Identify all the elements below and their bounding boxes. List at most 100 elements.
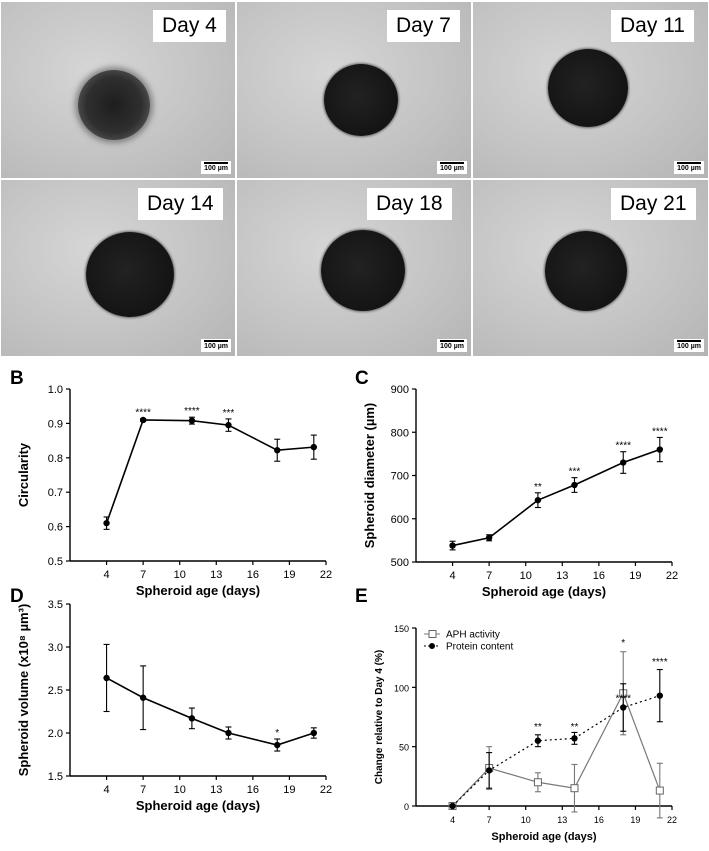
- y-tick-label: 1.5: [48, 771, 63, 783]
- x-axis-label: Spheroid age (days): [482, 584, 606, 599]
- data-point: [571, 481, 578, 489]
- chart-d: 1.5 2.0 2.5 3.0 3.5 4 7 10 13 16 19 22 Spheroid age …: [16, 599, 332, 813]
- x-tick-label: 16: [594, 815, 604, 825]
- x-tick-label: 10: [174, 569, 186, 581]
- data-point: [449, 542, 456, 549]
- y-tick-label: 100: [394, 683, 409, 693]
- data-point: [534, 737, 542, 744]
- chart-c: 500 600 700 800 900 4 7 10 13 16 19 22 Spheroid age …: [362, 384, 678, 599]
- significance-label: ****: [652, 426, 668, 437]
- y-tick-label: 0: [404, 802, 409, 812]
- data-point: [103, 674, 110, 682]
- y-tick-label: 2.5: [48, 685, 63, 697]
- significance-label: ****: [615, 694, 631, 705]
- spheroid: [86, 232, 174, 318]
- micrograph-3: Day 11 100 µm: [473, 2, 708, 178]
- series-aph-activity: [448, 651, 664, 819]
- day-label: Day 21: [611, 188, 696, 220]
- x-tick-label: 10: [521, 815, 531, 825]
- significance-label: ****: [184, 406, 200, 417]
- significance-label: ***: [569, 467, 581, 478]
- series-0: *: [103, 643, 318, 752]
- spheroid: [548, 49, 628, 127]
- data-point: [533, 778, 542, 787]
- y-tick-label: 0.9: [48, 418, 63, 430]
- y-tick-label: 700: [391, 471, 409, 483]
- y-tick-label: 0.8: [48, 453, 63, 465]
- significance-label: ****: [135, 408, 151, 419]
- data-point: [656, 446, 664, 453]
- data-point: [274, 741, 281, 749]
- scale-bar: 100 µm: [201, 339, 231, 352]
- x-tick-label: 7: [486, 570, 492, 582]
- series-line: [452, 695, 660, 807]
- micrograph-2: Day 7 100 µm: [237, 2, 471, 178]
- y-tick-label: 0.6: [48, 522, 63, 534]
- x-tick-label: 22: [667, 815, 677, 825]
- panel-letter-b: B: [10, 368, 24, 389]
- y-tick-label: 500: [391, 557, 409, 569]
- significance-label: **: [571, 722, 579, 733]
- series-line: [452, 691, 661, 807]
- data-point: [620, 459, 627, 466]
- y-axis-label: Change relative to Day 4 (%): [374, 650, 385, 784]
- y-tick-label: 600: [391, 514, 409, 526]
- spheroid: [324, 64, 398, 136]
- x-tick-label: 13: [210, 784, 222, 796]
- data-point: [449, 802, 456, 810]
- day-label: Day 4: [153, 10, 226, 42]
- x-tick-label: 7: [140, 569, 146, 581]
- micrograph-6: Day 21 100 µm: [473, 180, 708, 356]
- scale-bar: 100 µm: [437, 339, 467, 352]
- data-point: [655, 786, 664, 795]
- data-point: [656, 692, 664, 699]
- scale-bar: 100 µm: [674, 161, 704, 174]
- x-tick-label: 4: [450, 815, 455, 825]
- x-tick-label: 22: [666, 570, 678, 582]
- significance-label: **: [534, 722, 542, 733]
- data-point: [188, 715, 196, 722]
- data-point: [310, 729, 318, 737]
- scale-bar: 100 µm: [437, 161, 467, 174]
- data-point: [571, 735, 578, 742]
- significance-label: ***: [223, 408, 235, 419]
- x-tick-label: 7: [140, 784, 146, 796]
- y-tick-label: 1.0: [48, 384, 63, 396]
- x-tick-label: 19: [283, 569, 295, 581]
- data-point: [485, 767, 493, 774]
- x-tick-label: 13: [210, 569, 222, 581]
- data-point: [274, 447, 281, 454]
- x-tick-label: 13: [556, 570, 568, 582]
- x-tick-label: 16: [247, 569, 259, 581]
- series-0: *************: [449, 426, 668, 551]
- day-label: Day 11: [611, 10, 694, 42]
- series-line: [105, 419, 314, 524]
- spheroid: [545, 231, 627, 311]
- y-tick-label: 900: [391, 384, 409, 396]
- series-0: **** **** ***: [103, 406, 318, 530]
- y-tick-label: 800: [391, 427, 409, 439]
- series-protein-content: [449, 668, 664, 810]
- chart-e: 0 50 100 150 4 7 10 13 16 19 22 Spheroid age (days)…: [374, 624, 677, 843]
- significance-label: *: [275, 728, 279, 739]
- y-tick-label: 0.7: [48, 487, 63, 499]
- significance-label: ****: [615, 441, 631, 452]
- y-axis-label: Circularity: [16, 442, 31, 507]
- panel-letter-c: C: [355, 368, 369, 389]
- data-point: [225, 421, 232, 429]
- x-tick-label: 4: [104, 569, 110, 581]
- x-tick-label: 19: [629, 570, 641, 582]
- spheroid: [321, 230, 405, 312]
- x-tick-label: 7: [487, 815, 492, 825]
- micrograph-4: Day 14 100 µm: [1, 180, 235, 356]
- panel-letter-e: E: [355, 586, 368, 607]
- data-point: [534, 496, 542, 504]
- x-axis-label: Spheroid age (days): [136, 798, 260, 813]
- y-tick-label: 3.5: [48, 599, 63, 611]
- y-tick-label: 50: [399, 743, 409, 753]
- day-label: Day 7: [387, 10, 460, 42]
- data-point: [139, 694, 147, 701]
- x-axis-label: Spheroid age (days): [491, 831, 596, 843]
